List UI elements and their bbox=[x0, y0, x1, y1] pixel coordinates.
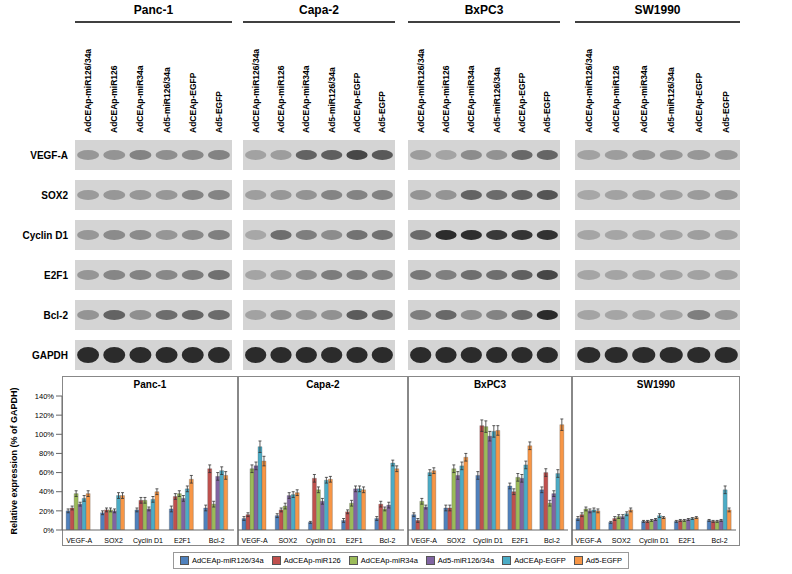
svg-text:AdCEAp-miR126: AdCEAp-miR126 bbox=[441, 65, 451, 133]
svg-text:VEGF-A: VEGF-A bbox=[30, 150, 68, 161]
svg-text:VEGF-A: VEGF-A bbox=[411, 537, 437, 544]
svg-text:GAPDH: GAPDH bbox=[32, 350, 68, 361]
svg-text:VEGF-A: VEGF-A bbox=[242, 537, 268, 544]
svg-text:Cyclin D1: Cyclin D1 bbox=[639, 537, 669, 545]
html-text:Capa-2: Capa-2 bbox=[306, 379, 340, 390]
svg-text:Ad5-EGFP: Ad5-EGFP bbox=[377, 91, 387, 133]
svg-text:20%: 20% bbox=[39, 507, 54, 516]
svg-text:AdCEAp-miR126: AdCEAp-miR126 bbox=[611, 65, 621, 133]
svg-text:SOX2: SOX2 bbox=[104, 537, 123, 544]
svg-text:AdCEAp-EGFP: AdCEAp-EGFP bbox=[694, 72, 704, 133]
svg-text:AdCEAp-miR126: AdCEAp-miR126 bbox=[109, 65, 119, 133]
svg-text:Ad5-EGFP: Ad5-EGFP bbox=[214, 91, 224, 133]
svg-text:VEGF-A: VEGF-A bbox=[575, 537, 601, 544]
svg-text:Ad5-EGFP: Ad5-EGFP bbox=[542, 91, 552, 133]
svg-text:AdCEAp-miR126/34a: AdCEAp-miR126/34a bbox=[416, 49, 426, 133]
svg-text:AdCEAp-miR126/34a: AdCEAp-miR126/34a bbox=[251, 49, 261, 133]
svg-text:E2F1: E2F1 bbox=[678, 537, 695, 544]
html-text:Ad5-miR126/34a: Ad5-miR126/34a bbox=[437, 556, 495, 565]
svg-text:SOX2: SOX2 bbox=[612, 537, 631, 544]
svg-text:Bcl-2: Bcl-2 bbox=[44, 310, 69, 321]
svg-text:AdCEAp-miR126/34a: AdCEAp-miR126/34a bbox=[83, 49, 93, 133]
svg-text:40%: 40% bbox=[39, 487, 54, 496]
svg-text:120%: 120% bbox=[35, 411, 55, 420]
svg-text:100%: 100% bbox=[35, 430, 55, 439]
svg-text:Cyclin D1: Cyclin D1 bbox=[306, 537, 336, 545]
html-text:Panc-1: Panc-1 bbox=[133, 379, 167, 390]
svg-text:VEGF-A: VEGF-A bbox=[66, 537, 92, 544]
svg-text:Bcl-2: Bcl-2 bbox=[712, 537, 728, 544]
svg-text:0%: 0% bbox=[43, 526, 54, 535]
svg-text:Ad5-miR126/34a: Ad5-miR126/34a bbox=[666, 67, 676, 133]
svg-text:BxPC3: BxPC3 bbox=[465, 3, 504, 17]
svg-text:E2F1: E2F1 bbox=[44, 270, 68, 281]
svg-text:Cyclin D1: Cyclin D1 bbox=[22, 230, 68, 241]
svg-text:AdCEAp-EGFP: AdCEAp-EGFP bbox=[517, 72, 527, 133]
svg-text:AdCEAp-miR34a: AdCEAp-miR34a bbox=[639, 65, 649, 133]
svg-text:E2F1: E2F1 bbox=[346, 537, 363, 544]
svg-text:Bcl-2: Bcl-2 bbox=[379, 537, 395, 544]
svg-text:Ad5-miR126/34a: Ad5-miR126/34a bbox=[327, 67, 337, 133]
svg-text:SOX2: SOX2 bbox=[278, 537, 297, 544]
html-text:AdCEAp-miR34a: AdCEAp-miR34a bbox=[360, 556, 418, 565]
svg-text:AdCEAp-miR126: AdCEAp-miR126 bbox=[276, 65, 286, 133]
svg-text:Capa-2: Capa-2 bbox=[299, 3, 339, 17]
svg-text:Ad5-EGFP: Ad5-EGFP bbox=[721, 91, 731, 133]
html-text:Relative expression (% of GAPD: Relative expression (% of GAPDH) bbox=[9, 387, 19, 535]
html-text:Ad5-EGFP: Ad5-EGFP bbox=[585, 556, 623, 565]
svg-text:AdCEAp-EGFP: AdCEAp-EGFP bbox=[352, 72, 362, 133]
html-text:BxPC3: BxPC3 bbox=[473, 379, 507, 390]
html-text:AdCEAp-miR126/34a: AdCEAp-miR126/34a bbox=[191, 556, 264, 565]
svg-text:Cyclin D1: Cyclin D1 bbox=[133, 537, 163, 545]
svg-text:SOX2: SOX2 bbox=[41, 190, 68, 201]
svg-text:60%: 60% bbox=[39, 468, 54, 477]
svg-text:80%: 80% bbox=[39, 449, 54, 458]
svg-text:Bcl-2: Bcl-2 bbox=[544, 537, 560, 544]
svg-text:AdCEAp-EGFP: AdCEAp-EGFP bbox=[188, 72, 198, 133]
svg-text:Ad5-miR126/34a: Ad5-miR126/34a bbox=[492, 67, 502, 133]
html-text:AdCEAp-EGFP: AdCEAp-EGFP bbox=[514, 556, 566, 565]
svg-text:E2F1: E2F1 bbox=[174, 537, 191, 544]
svg-text:SOX2: SOX2 bbox=[447, 537, 466, 544]
html-text:AdCEAp-miR126: AdCEAp-miR126 bbox=[283, 556, 341, 565]
html-text:SW1990: SW1990 bbox=[636, 379, 676, 390]
svg-text:Ad5-miR126/34a: Ad5-miR126/34a bbox=[162, 67, 172, 133]
svg-text:Cyclin D1: Cyclin D1 bbox=[473, 537, 503, 545]
svg-text:Bcl-2: Bcl-2 bbox=[209, 537, 225, 544]
svg-text:AdCEAp-miR34a: AdCEAp-miR34a bbox=[135, 65, 145, 133]
svg-text:E2F1: E2F1 bbox=[512, 537, 529, 544]
svg-text:SW1990: SW1990 bbox=[634, 3, 680, 17]
svg-text:AdCEAp-miR34a: AdCEAp-miR34a bbox=[466, 65, 476, 133]
svg-text:AdCEAp-miR126/34a: AdCEAp-miR126/34a bbox=[584, 49, 594, 133]
svg-text:140%: 140% bbox=[35, 392, 55, 401]
svg-text:Panc-1: Panc-1 bbox=[134, 3, 174, 17]
svg-text:AdCEAp-miR34a: AdCEAp-miR34a bbox=[301, 65, 311, 133]
